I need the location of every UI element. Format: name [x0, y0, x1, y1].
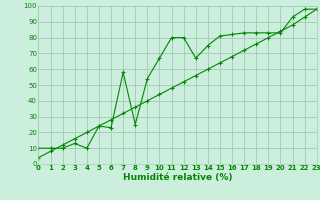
X-axis label: Humidité relative (%): Humidité relative (%) — [123, 173, 232, 182]
